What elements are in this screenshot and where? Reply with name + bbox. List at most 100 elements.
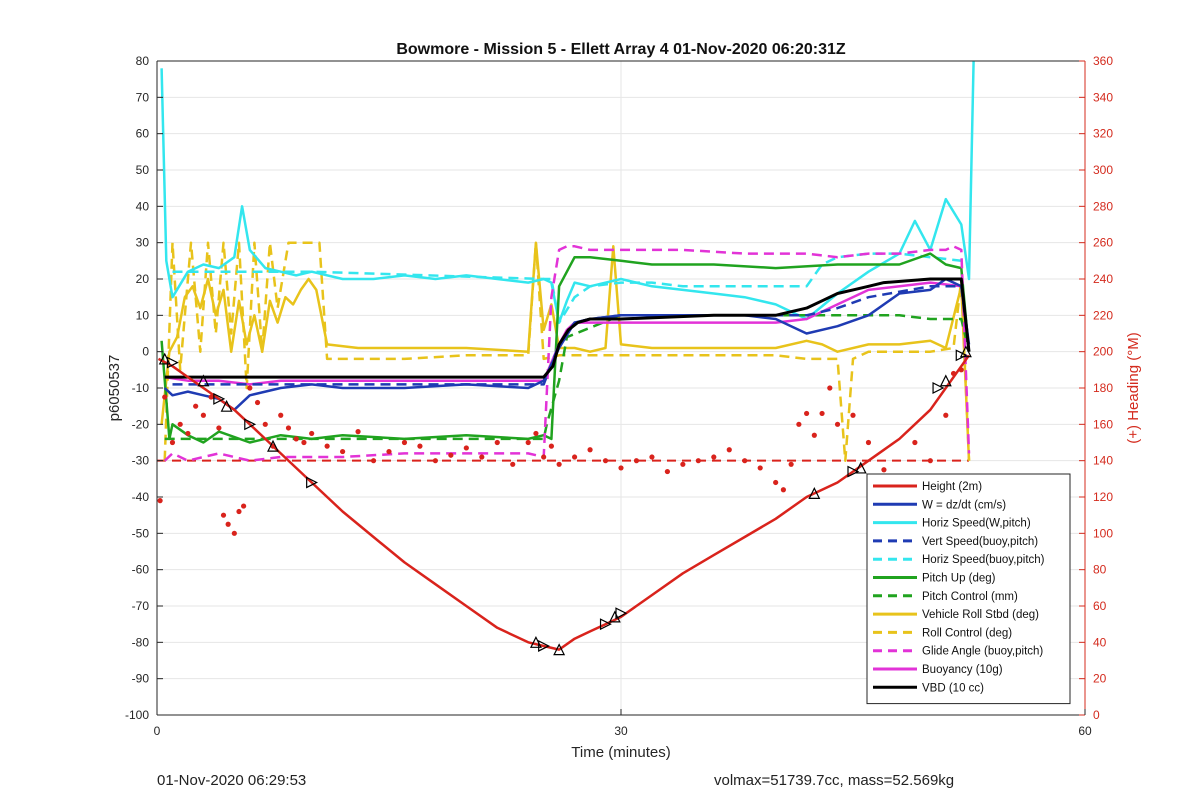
heading-point [804, 410, 810, 417]
heading-point [386, 448, 392, 455]
series-line [164, 277, 971, 379]
y-tick-label: 80 [136, 54, 150, 68]
heading-point [711, 454, 717, 460]
y-tick-label: 10 [136, 308, 150, 322]
marker-triangle [599, 618, 612, 631]
heading-point [200, 412, 206, 418]
x-tick-label: 30 [614, 724, 628, 738]
legend-label: VBD (10 cc) [922, 682, 984, 694]
legend-label: Pitch Up (deg) [922, 573, 996, 585]
tick-labels: -100-90-80-70-60-50-40-30-20-10010203040… [125, 54, 1113, 738]
series-line [160, 60, 975, 324]
y-tick-label: 50 [136, 163, 150, 177]
y2-tick-label: 300 [1093, 163, 1113, 177]
heading-point [494, 439, 500, 446]
heading-point [950, 370, 957, 377]
heading-point [340, 448, 346, 455]
y2-tick-label: 20 [1093, 672, 1107, 686]
y-tick-label: -20 [132, 417, 150, 431]
heading-point [162, 394, 168, 400]
heading-point [301, 439, 307, 446]
y-tick-label: 60 [136, 127, 150, 141]
heading-point [185, 430, 191, 437]
y2-tick-label: 80 [1093, 563, 1107, 577]
heading-point [231, 530, 237, 536]
legend: Height (2m) W = dz/dt (cm/s) Horiz Speed(W… [866, 473, 1071, 705]
marker-triangle [955, 349, 968, 362]
y2-axis-label: (+) Heading (°M) [1125, 332, 1142, 443]
y2-tick-label: 180 [1093, 381, 1113, 395]
marker-triangle [808, 487, 821, 499]
heading-point [417, 443, 423, 449]
series-line [163, 241, 971, 462]
legend-label: Glide Angle (buoy,pitch) [922, 646, 1043, 658]
y2-tick-label: 100 [1093, 526, 1113, 540]
heading-point [157, 498, 163, 504]
marker-triangle [553, 643, 566, 656]
x-tick-label: 60 [1078, 724, 1092, 738]
heading-point [479, 454, 485, 460]
heading-point [208, 394, 214, 400]
marker-triangle [847, 465, 860, 478]
heading-point [780, 487, 787, 493]
heading-point [225, 521, 231, 527]
legend-label: Roll Control (deg) [922, 627, 1012, 639]
heading-point [742, 458, 748, 464]
heading-point [533, 430, 539, 437]
heading-point [958, 367, 964, 373]
footer-timestamp: 01-Nov-2020 06:29:53 [157, 772, 307, 789]
marker-triangle [166, 356, 179, 369]
y-tick-label: 70 [136, 90, 150, 104]
heading-point [324, 443, 330, 449]
y-tick-label: -60 [132, 563, 150, 577]
series-layer [157, 60, 975, 651]
heading-point [241, 503, 247, 509]
heading-point [618, 465, 624, 471]
heading-point [193, 403, 199, 409]
legend-label: Vert Speed(buoy,pitch) [922, 536, 1038, 548]
marker-triangle [932, 382, 945, 394]
heading-point [525, 439, 531, 446]
heading-point [254, 399, 261, 406]
marker-triangle [854, 461, 867, 474]
heading-point [247, 385, 253, 391]
legend-label: Pitch Control (mm) [922, 591, 1018, 603]
heading-point [633, 458, 640, 464]
marker-triangle [197, 374, 210, 387]
y-tick-label: 40 [136, 199, 150, 213]
heading-point [278, 412, 284, 418]
marker-triangle [244, 418, 257, 431]
y2-tick-label: 200 [1093, 345, 1113, 359]
y-tick-label: 30 [136, 236, 150, 250]
legend-label: Buoyancy (10g) [922, 664, 1003, 676]
heading-point [432, 458, 438, 464]
y-tick-label: 20 [136, 272, 150, 286]
y-axis-label: p6050537 [106, 355, 123, 422]
y2-tick-label: 260 [1093, 236, 1113, 250]
legend-label: Height (2m) [922, 481, 982, 493]
heading-point [819, 410, 825, 417]
series-line [163, 245, 971, 462]
legend-label: Horiz Speed(W,pitch) [922, 518, 1031, 530]
axes [156, 60, 1086, 716]
heading-point [262, 421, 268, 427]
heading-point [587, 447, 593, 453]
heading-point [216, 425, 222, 431]
heading-point [510, 461, 516, 467]
marker-triangle [538, 639, 551, 652]
y2-tick-label: 60 [1093, 599, 1107, 613]
series-line [160, 241, 971, 461]
heading-point [664, 468, 671, 475]
heading-point [865, 439, 872, 446]
heading-point [355, 429, 361, 435]
heading-point [773, 479, 779, 486]
heading-point [881, 467, 887, 473]
y2-tick-label: 220 [1093, 308, 1113, 322]
heading-point [293, 436, 299, 442]
y2-tick-label: 160 [1093, 417, 1113, 431]
heading-point [169, 439, 176, 446]
heading-point [572, 454, 578, 460]
y-tick-label: -90 [132, 672, 150, 686]
heading-point [788, 461, 794, 467]
y-tick-label: -50 [132, 526, 150, 540]
